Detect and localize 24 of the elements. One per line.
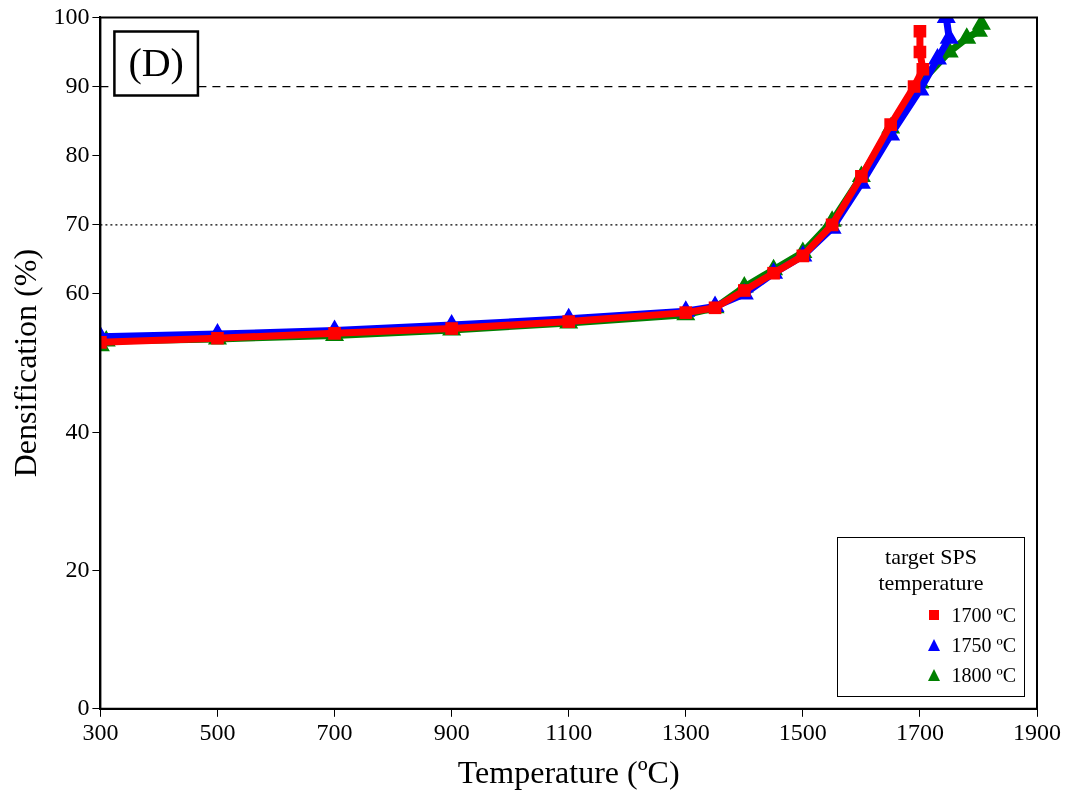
x-tick-label: 500 xyxy=(199,719,236,746)
x-tick-label: 1100 xyxy=(545,719,593,746)
annotation: (D) xyxy=(128,39,184,85)
y-tick-label: 60 xyxy=(65,279,90,306)
y-axis-title: Densification (%) xyxy=(6,248,43,478)
y-tick-label: 0 xyxy=(77,694,90,721)
x-tick-label: 1300 xyxy=(661,719,710,746)
legend-label: 1700 ºC xyxy=(951,602,1016,628)
y-tick-label: 90 xyxy=(65,71,90,98)
y-tick-label: 40 xyxy=(65,417,90,444)
y-tick-label: 70 xyxy=(65,210,90,237)
y-tick-label: 100 xyxy=(53,2,90,29)
x-tick-label: 1900 xyxy=(1013,719,1061,746)
legend-label: 1750 ºC xyxy=(951,632,1016,658)
x-tick-label: 1700 xyxy=(895,719,944,746)
legend-label: 1800 ºC xyxy=(951,662,1016,688)
y-tick-label: 20 xyxy=(65,555,90,582)
x-axis-title: Temperature (ºC) xyxy=(457,754,680,791)
x-tick-label: 1500 xyxy=(778,719,827,746)
legend-title: target SPS temperature xyxy=(877,543,985,596)
x-tick-label: 300 xyxy=(82,719,119,746)
x-tick-label: 700 xyxy=(316,719,353,746)
y-tick-label: 80 xyxy=(65,140,90,167)
x-tick-label: 900 xyxy=(433,719,470,746)
